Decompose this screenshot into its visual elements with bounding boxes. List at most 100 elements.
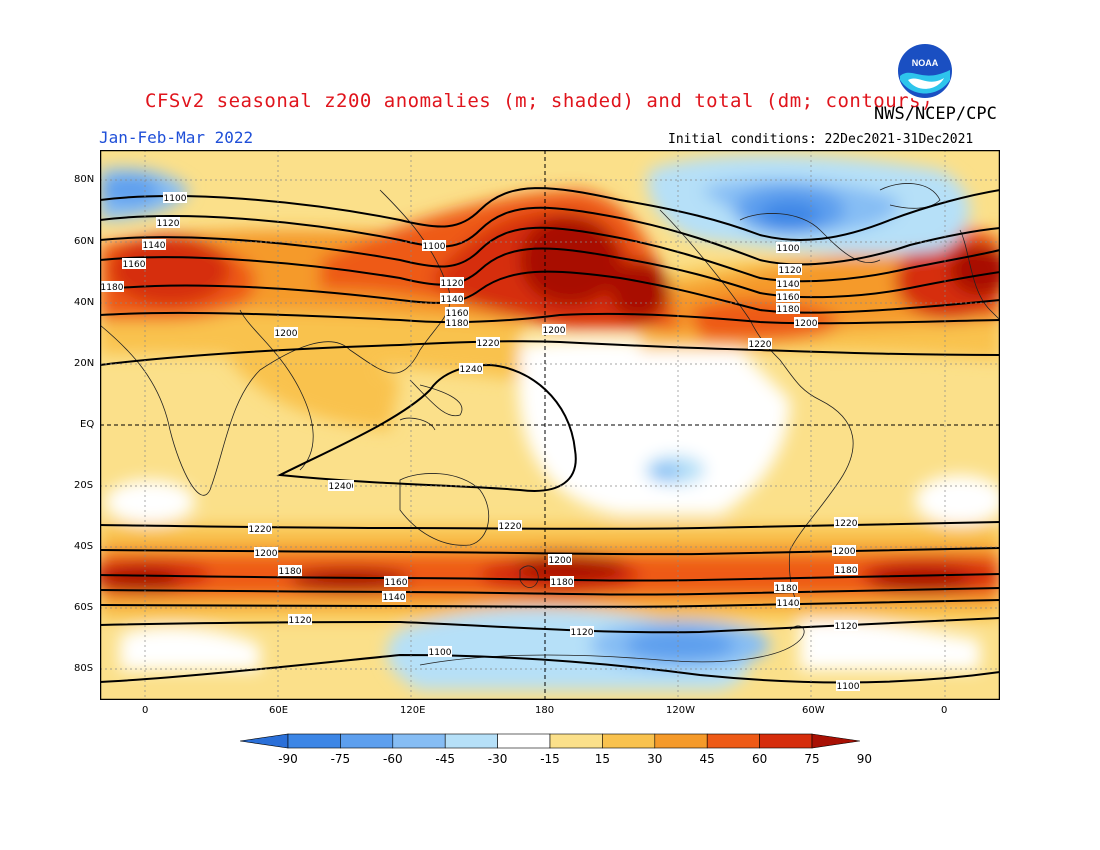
svg-text:1180: 1180	[551, 578, 574, 588]
contour-label: 1100	[776, 242, 800, 254]
svg-text:1160: 1160	[385, 578, 408, 588]
figure-title: CFSv2 seasonal z200 anomalies (m; shaded…	[145, 90, 933, 112]
svg-text:1120: 1120	[835, 622, 858, 632]
colorbar-swatch	[444, 733, 498, 749]
colorbar-label: 75	[804, 752, 820, 766]
contour-label: 1160	[445, 307, 469, 319]
anomaly-shading	[100, 155, 1000, 690]
svg-text:1220: 1220	[749, 340, 772, 350]
initial-conditions-label: Initial conditions: 22Dec2021-31Dec2021	[668, 132, 974, 147]
lon-label: 0	[941, 705, 948, 716]
lat-label: 80S	[74, 663, 94, 674]
svg-text:1220: 1220	[499, 522, 522, 532]
colorbar-swatch	[759, 733, 813, 749]
svg-text:1220: 1220	[477, 339, 500, 349]
colorbar-label: 45	[699, 752, 715, 766]
contour-label: 1180	[774, 582, 798, 594]
map-frame	[100, 150, 1000, 700]
svg-text:1140: 1140	[777, 280, 800, 290]
contour-label: 1100	[836, 680, 860, 692]
colorbar-swatch	[602, 733, 656, 749]
contour-label: 1120	[156, 217, 180, 229]
svg-text:1200: 1200	[795, 319, 818, 329]
contour-label: 1240	[328, 480, 352, 492]
colorbar-swatch	[497, 733, 551, 749]
contour-label: 1180	[776, 303, 800, 315]
svg-text:1100: 1100	[423, 242, 446, 252]
lon-label: 180	[535, 705, 555, 716]
lon-label: 120E	[400, 705, 426, 716]
lon-label: 0	[142, 705, 149, 716]
svg-text:1180: 1180	[777, 305, 800, 315]
lat-label: 20N	[74, 358, 95, 369]
colorbar-swatch	[654, 733, 708, 749]
colorbar	[239, 733, 861, 773]
contour-label: 1140	[382, 591, 406, 603]
colorbar-label: 15	[594, 752, 611, 766]
contour-label: 1100	[422, 240, 446, 252]
colorbar-label: -30	[487, 752, 508, 766]
colorbar-swatch	[340, 733, 394, 749]
noaa-logo-icon: NOAA	[894, 40, 956, 102]
svg-text:1180: 1180	[835, 566, 858, 576]
contour-label: 1200	[542, 324, 566, 336]
svg-text:1180: 1180	[446, 319, 469, 329]
colorbar-swatch	[392, 733, 446, 749]
colorbar-swatches	[239, 733, 861, 749]
colorbar-swatch	[239, 733, 289, 749]
svg-text:1240: 1240	[329, 482, 352, 492]
svg-text:1180: 1180	[101, 283, 124, 293]
colorbar-label: -60	[382, 752, 403, 766]
contour-label: 1120	[778, 264, 802, 276]
contour-label: 1220	[476, 337, 500, 349]
contour-label: 1180	[100, 281, 124, 293]
contour-label: 1100	[163, 192, 187, 204]
svg-text:1180: 1180	[775, 584, 798, 594]
contour-label: 1160	[122, 258, 146, 270]
svg-text:1140: 1140	[383, 593, 406, 603]
lat-label: 20S	[74, 480, 94, 491]
contour-label: 1220	[748, 338, 772, 350]
lat-label: 40N	[74, 297, 95, 308]
contour-label: 1180	[445, 317, 469, 329]
contour-label: 1140	[142, 239, 166, 251]
svg-text:NOAA: NOAA	[912, 58, 939, 68]
svg-text:1200: 1200	[543, 326, 566, 336]
contour-label: 1160	[776, 291, 800, 303]
svg-text:1120: 1120	[571, 628, 594, 638]
colorbar-swatch	[811, 733, 861, 749]
contour-label: 1140	[440, 293, 464, 305]
contour-label: 1200	[548, 554, 572, 566]
contour-label: 1220	[248, 523, 272, 535]
colorbar-swatch	[287, 733, 341, 749]
contour-label: 1240	[459, 363, 483, 375]
svg-text:1180: 1180	[279, 567, 302, 577]
contour-label: 1100	[428, 646, 452, 658]
svg-text:1220: 1220	[835, 519, 858, 529]
contour-label: 1180	[834, 564, 858, 576]
contour-label: 1200	[794, 317, 818, 329]
contour-label: 1120	[834, 620, 858, 632]
lat-label: EQ	[80, 419, 95, 430]
lat-label: 80N	[74, 174, 95, 185]
svg-text:1240: 1240	[460, 365, 483, 375]
contour-label: 1220	[498, 520, 522, 532]
contour-label: 1180	[550, 576, 574, 588]
lon-label: 120W	[666, 705, 695, 716]
svg-text:1200: 1200	[275, 329, 298, 339]
svg-text:1200: 1200	[255, 549, 278, 559]
contour-label: 1120	[570, 626, 594, 638]
contour-label: 1200	[274, 327, 298, 339]
contour-label: 1160	[384, 576, 408, 588]
svg-text:1140: 1140	[143, 241, 166, 251]
lat-label: 60N	[74, 236, 95, 247]
svg-text:1160: 1160	[123, 260, 146, 270]
contour-label: 1140	[776, 597, 800, 609]
agency-label: NWS/NCEP/CPC	[874, 104, 997, 124]
colorbar-label: -15	[540, 752, 560, 766]
svg-text:1120: 1120	[441, 279, 464, 289]
colorbar-label: -90	[278, 752, 298, 766]
colorbar-swatch	[706, 733, 760, 749]
colorbar-label: -75	[330, 752, 351, 766]
svg-text:1140: 1140	[777, 599, 800, 609]
